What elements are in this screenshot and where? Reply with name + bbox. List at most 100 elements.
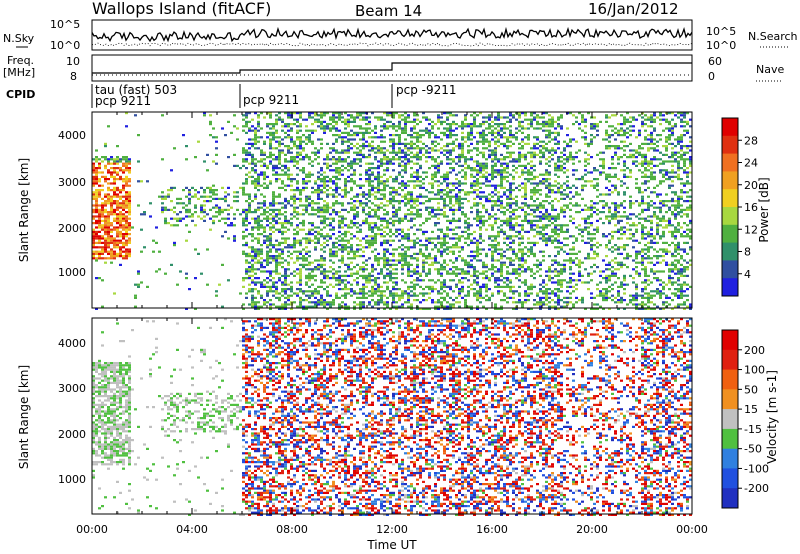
heatmap-cell [113, 211, 116, 214]
heatmap-cell [458, 160, 461, 163]
heatmap-cell [215, 189, 218, 192]
heatmap-cell [389, 270, 392, 273]
heatmap-cell [125, 235, 128, 238]
heatmap-cell [392, 158, 395, 161]
heatmap-cell [281, 250, 284, 253]
heatmap-cell [353, 200, 356, 203]
noise-left-tick-low: 10^0 [50, 39, 80, 52]
heatmap-cell [335, 200, 338, 203]
heatmap-cell [512, 301, 515, 304]
heatmap-cell [398, 136, 401, 139]
heatmap-cell [512, 292, 515, 295]
heatmap-cell [335, 237, 338, 240]
heatmap-cell [326, 307, 329, 310]
heatmap-cell [110, 195, 113, 198]
heatmap-cell [92, 169, 95, 172]
heatmap-cell [266, 237, 269, 240]
heatmap-cell [332, 219, 335, 222]
heatmap-cell [122, 235, 125, 238]
heatmap-cell [293, 195, 296, 198]
heatmap-cell [368, 277, 371, 280]
heatmap-cell [479, 197, 482, 200]
heatmap-cell [107, 228, 110, 231]
heatmap-cell [278, 263, 281, 266]
heatmap-cell [281, 149, 284, 152]
heatmap-cell [110, 200, 113, 203]
heatmap-cell [92, 178, 95, 181]
heatmap-cell [329, 178, 332, 181]
heatmap-cell [422, 178, 425, 181]
heatmap-cell [371, 241, 374, 244]
heatmap-cell [533, 204, 536, 207]
heatmap-cell [524, 219, 527, 222]
heatmap-cell [473, 197, 476, 200]
heatmap-cell [539, 217, 542, 220]
heatmap-cell [530, 191, 533, 194]
heatmap-cell [437, 149, 440, 152]
heatmap-cell [290, 222, 293, 225]
heatmap-cell [437, 197, 440, 200]
heatmap-cell [476, 292, 479, 295]
heatmap-cell [365, 268, 368, 271]
heatmap-cell [479, 125, 482, 128]
heatmap-cell [347, 125, 350, 128]
heatmap-cell [392, 215, 395, 218]
heatmap-cell [188, 211, 191, 214]
heatmap-cell [308, 263, 311, 266]
heatmap-cell [413, 268, 416, 271]
heatmap-cell [392, 239, 395, 242]
heatmap-cell [245, 178, 248, 181]
heatmap-cell [299, 222, 302, 225]
heatmap-cell [443, 285, 446, 288]
heatmap-cell [317, 120, 320, 123]
heatmap-cell [512, 259, 515, 262]
heatmap-cell [461, 149, 464, 152]
heatmap-cell [395, 301, 398, 304]
heatmap-cell [308, 202, 311, 205]
heatmap-cell [326, 217, 329, 220]
heatmap-cell [371, 228, 374, 231]
heatmap-cell [512, 270, 515, 273]
heatmap-cell [365, 241, 368, 244]
heatmap-cell [521, 235, 524, 238]
heatmap-cell [272, 147, 275, 150]
heatmap-cell [404, 167, 407, 170]
heatmap-cell [404, 202, 407, 205]
heatmap-cell [338, 158, 341, 161]
heatmap-cell [401, 160, 404, 163]
heatmap-cell [254, 208, 257, 211]
heatmap-cell [542, 215, 545, 218]
heatmap-cell [122, 200, 125, 203]
heatmap-cell [422, 259, 425, 262]
heatmap-cell [422, 222, 425, 225]
heatmap-cell [278, 195, 281, 198]
heatmap-cell [329, 127, 332, 130]
heatmap-cell [458, 294, 461, 297]
heatmap-cell [362, 255, 365, 258]
heatmap-cell [245, 114, 248, 117]
heatmap-cell [428, 206, 431, 209]
heatmap-cell [245, 219, 248, 222]
heatmap-cell [512, 164, 515, 167]
heatmap-cell [464, 193, 467, 196]
heatmap-cell [461, 156, 464, 159]
heatmap-cell [410, 175, 413, 178]
heatmap-cell [374, 131, 377, 134]
heatmap-cell [125, 200, 128, 203]
heatmap-cell [413, 136, 416, 139]
heatmap-cell [470, 158, 473, 161]
heatmap-cell [443, 131, 446, 134]
heatmap-cell [119, 217, 122, 220]
heatmap-cell [254, 112, 257, 115]
heatmap-cell [293, 145, 296, 148]
heatmap-cell [242, 303, 245, 306]
heatmap-cell [383, 226, 386, 229]
heatmap-cell [260, 252, 263, 255]
heatmap-cell [98, 191, 101, 194]
heatmap-cell [269, 272, 272, 275]
heatmap-cell [203, 160, 206, 163]
heatmap-cell [245, 173, 248, 176]
heatmap-cell [248, 120, 251, 123]
heatmap-cell [548, 171, 551, 174]
heatmap-cell [362, 268, 365, 271]
